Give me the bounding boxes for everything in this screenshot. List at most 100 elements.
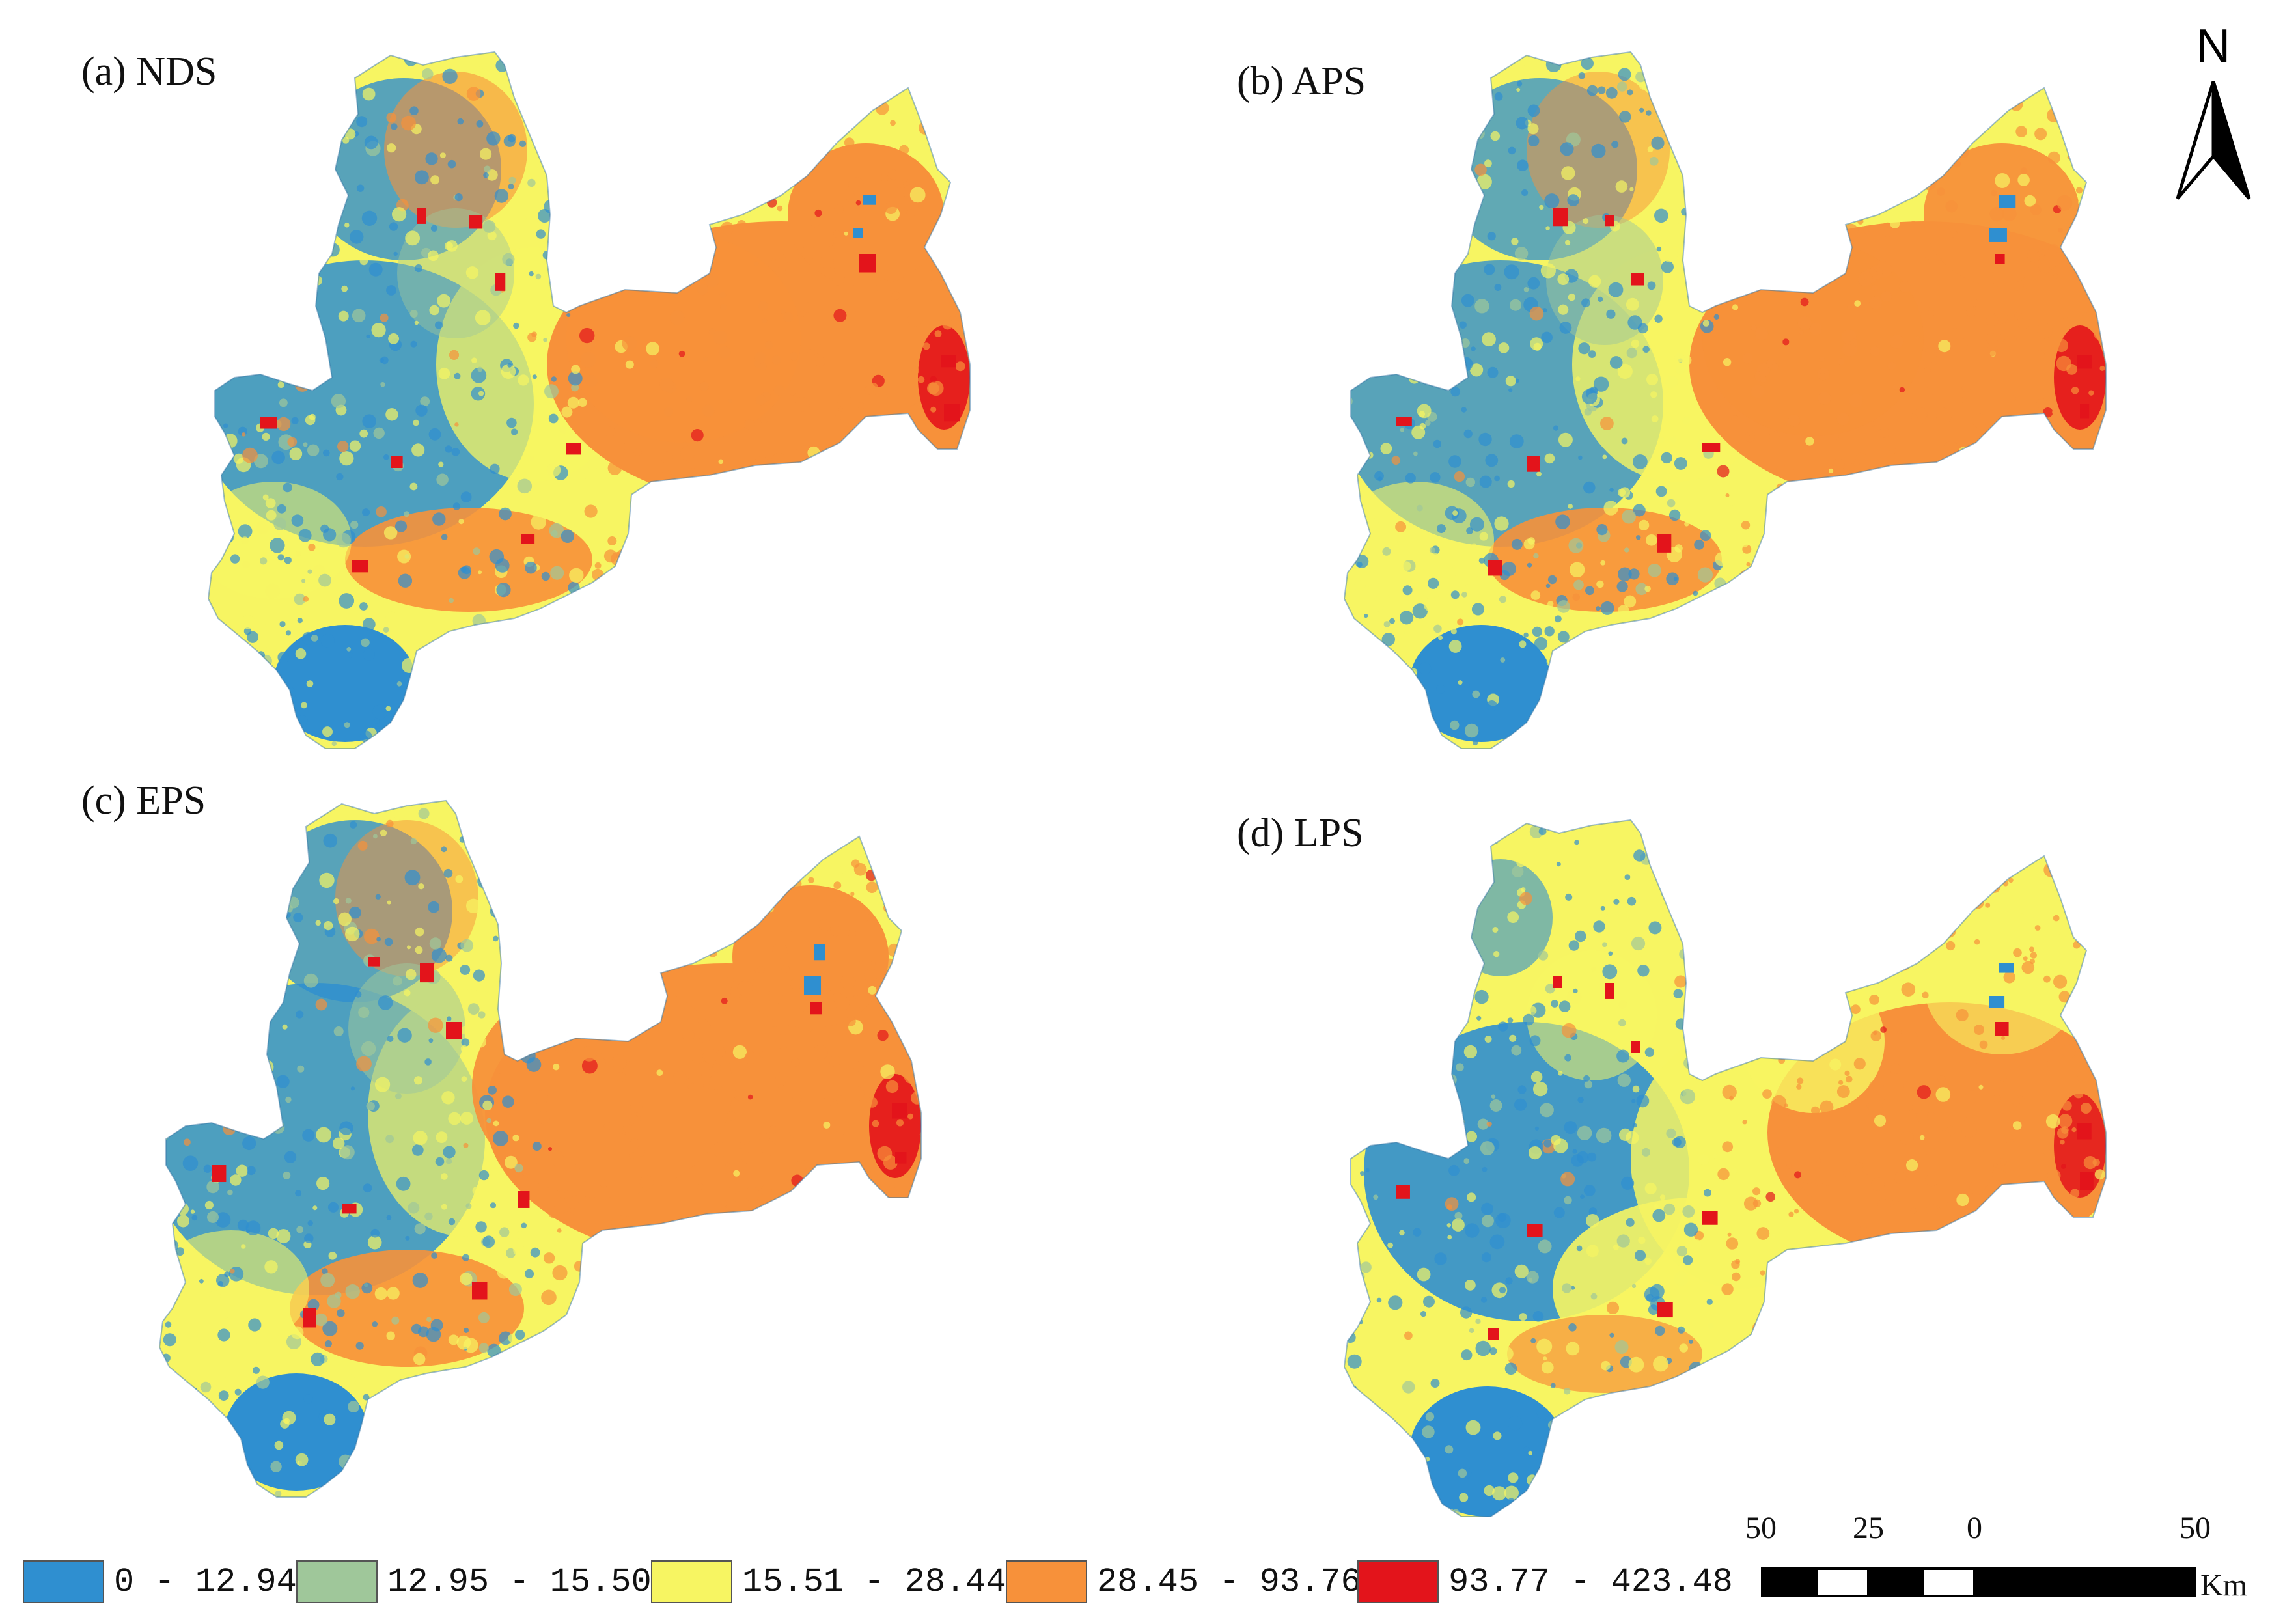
map-cell xyxy=(1899,281,1911,293)
map-cell xyxy=(1771,1233,1776,1239)
map-cell xyxy=(265,498,276,508)
map-cell xyxy=(279,244,287,252)
map-cell xyxy=(1882,512,1894,523)
map-cell xyxy=(685,130,695,141)
map-cell xyxy=(1633,1308,1638,1313)
map-patch xyxy=(1553,208,1569,227)
map-cell xyxy=(824,1269,833,1278)
map-cell xyxy=(195,1032,209,1045)
map-cell xyxy=(1833,435,1839,440)
map-cell xyxy=(1382,1066,1391,1074)
map-cell xyxy=(428,428,441,441)
map-cell xyxy=(1451,564,1463,577)
map-cell xyxy=(1532,626,1543,637)
map-cell xyxy=(1344,562,1351,568)
map-cell xyxy=(1992,1168,2004,1181)
map-cell xyxy=(1953,858,1959,864)
map-cell xyxy=(1903,1080,1917,1093)
map-cell xyxy=(577,663,589,676)
map-patch xyxy=(391,456,403,468)
map-cell xyxy=(1404,1459,1417,1472)
map-cell xyxy=(610,1323,616,1329)
map-cell xyxy=(1631,1407,1638,1414)
map-cell xyxy=(1459,1493,1469,1502)
map-cell xyxy=(1465,477,1475,488)
map-cell xyxy=(1870,549,1879,559)
map-cell xyxy=(1411,425,1426,439)
map-cell xyxy=(750,717,764,731)
map-cell xyxy=(1978,240,1983,244)
map-cell xyxy=(1415,848,1432,864)
map-cell xyxy=(378,995,393,1010)
map-cell xyxy=(1680,1502,1692,1515)
map-cell xyxy=(1879,179,1895,195)
scale-segment xyxy=(1922,1567,1976,1597)
map-cell xyxy=(1498,342,1510,353)
map-cell xyxy=(519,621,529,630)
map-cell xyxy=(1433,439,1441,448)
map-cell xyxy=(242,447,258,463)
map-cell xyxy=(1886,614,1898,626)
map-cell xyxy=(1359,122,1365,128)
map-cell xyxy=(2056,195,2073,211)
map-cell xyxy=(1764,62,1779,77)
map-cell xyxy=(1544,193,1560,209)
map-cell xyxy=(1716,881,1722,887)
map-cell xyxy=(848,929,857,938)
map-cell xyxy=(564,1044,574,1053)
map-cell xyxy=(1789,168,1797,176)
map-cell xyxy=(773,385,785,396)
map-cell xyxy=(1476,174,1492,189)
map-cell xyxy=(1887,560,1892,566)
map-cell xyxy=(1863,55,1870,61)
map-cell xyxy=(1991,262,2005,276)
map-cell xyxy=(1368,1406,1376,1413)
map-cell xyxy=(1731,415,1739,424)
map-cell xyxy=(1344,1129,1352,1140)
map-cell xyxy=(702,1278,713,1289)
map-cell xyxy=(1413,258,1428,273)
map-cell xyxy=(2031,702,2047,717)
map-cell xyxy=(663,1467,669,1472)
map-cell xyxy=(1559,322,1572,334)
map-cell xyxy=(189,907,200,917)
map-cell xyxy=(256,982,263,989)
map-cell xyxy=(1904,1371,1911,1378)
map-cell xyxy=(1955,139,1967,152)
map-cell xyxy=(478,570,482,575)
map-cell xyxy=(734,1088,747,1101)
map-cell xyxy=(868,985,877,995)
map-cell xyxy=(1507,480,1515,488)
map-cell xyxy=(1539,204,1544,210)
map-cell xyxy=(1793,1209,1799,1214)
map-cell xyxy=(784,249,799,264)
map-cell xyxy=(842,1468,850,1477)
map-cell xyxy=(1834,243,1840,250)
map-cell xyxy=(465,1442,477,1455)
map-cell xyxy=(2092,1282,2102,1291)
map-cell xyxy=(357,840,368,851)
map-patch xyxy=(368,957,381,967)
map-cell xyxy=(1732,124,1741,132)
map-cell xyxy=(1986,640,1999,655)
map-cell xyxy=(289,350,298,358)
map-cell xyxy=(1855,452,1866,463)
map-cell xyxy=(2075,549,2090,564)
map-cell xyxy=(879,1387,885,1392)
map-cell xyxy=(1348,269,1356,278)
map-cell xyxy=(1894,172,1905,184)
map-cell xyxy=(206,1416,214,1424)
map-cell xyxy=(906,1298,919,1311)
map-cell xyxy=(318,341,324,347)
map-cell xyxy=(1471,98,1481,109)
map-cell xyxy=(1756,1013,1761,1018)
map-cell xyxy=(1975,494,1980,499)
map-cell xyxy=(871,961,876,965)
map-cell xyxy=(622,1216,634,1228)
map-cell xyxy=(1924,367,1931,374)
map-cell xyxy=(1490,56,1505,71)
map-cell xyxy=(1872,1270,1883,1281)
map-cell xyxy=(1465,1131,1477,1142)
map-cell xyxy=(1719,723,1730,734)
map-cell xyxy=(754,1452,769,1468)
